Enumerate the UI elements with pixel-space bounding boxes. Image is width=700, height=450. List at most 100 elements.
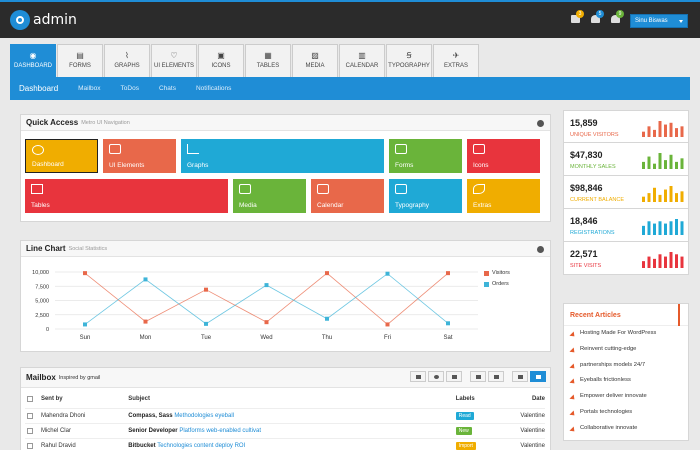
mail-row[interactable]: Rahul Dravid Bitbucket Technologies cont… — [25, 438, 545, 450]
logo[interactable]: admin — [10, 10, 77, 30]
mail-row[interactable]: Mahendra Dhoni Compass, Sass Methodologi… — [25, 408, 545, 422]
tile-dashboard[interactable]: Dashboard — [25, 139, 98, 173]
tab-icons[interactable]: ▣ ICONS — [198, 44, 244, 77]
gear-icon[interactable] — [537, 246, 544, 253]
legend-label: Visitors — [492, 270, 510, 276]
mail-subject: Bitbucket Technologies content deploy RO… — [128, 443, 455, 449]
tile-ui-elements[interactable]: UI Elements — [103, 139, 176, 173]
brand-name: admin — [33, 12, 77, 28]
line-chart-panel: Line Chart Social Statistics — [20, 240, 551, 352]
tab-ui-elements[interactable]: ♡ UI ELEMENTS — [151, 44, 197, 77]
select-all-checkbox[interactable] — [27, 396, 33, 402]
articles-title: Recent Articles — [564, 304, 688, 326]
row-checkbox[interactable] — [27, 412, 33, 419]
col-date[interactable]: Date — [531, 396, 545, 402]
spark-bar — [647, 156, 651, 169]
spark-bar — [642, 261, 645, 268]
row-checkbox[interactable] — [27, 427, 33, 434]
top-bar: admin 3 5 9 Sinu Biswas — [0, 0, 700, 38]
sparkline — [642, 186, 684, 202]
user-menu-button[interactable]: Sinu Biswas — [630, 14, 688, 28]
tile-label: Calendar — [317, 202, 344, 209]
mailbox-subtitle: Inspired by gmail — [58, 374, 101, 381]
article-link[interactable]: Reinvent cutting-edge — [564, 342, 688, 358]
tile-icons[interactable]: Icons — [467, 139, 540, 173]
gear-icon[interactable] — [537, 120, 544, 127]
col-subject[interactable]: Subject — [128, 396, 150, 402]
chart-legend: Visitors Orders — [484, 270, 510, 292]
spark-bar — [658, 254, 662, 268]
col-sent-by[interactable]: Sent by — [40, 396, 63, 402]
users-icon[interactable]: 5 — [590, 10, 604, 25]
subnav-dashboard[interactable]: Dashboard — [19, 84, 59, 93]
tab-media[interactable]: ▨ MEDIA — [292, 44, 338, 77]
tab-forms[interactable]: ▤ FORMS — [57, 44, 103, 77]
tab-typography[interactable]: Ꞩ TYPOGRAPHY — [386, 44, 432, 77]
spark-bar — [664, 223, 667, 235]
tab-dashboard[interactable]: ◉ DASHBOARD — [10, 44, 56, 77]
spark-bar — [658, 121, 662, 137]
subnav-notifications[interactable]: Notifications — [195, 85, 232, 92]
spark-bar — [642, 225, 645, 235]
tab-calendar[interactable]: ▥ CALENDAR — [339, 44, 385, 77]
spark-bar — [658, 221, 662, 235]
next-button[interactable] — [530, 371, 546, 382]
tile-media[interactable]: Media — [233, 179, 306, 213]
tag-icon — [494, 375, 499, 379]
stat-card: $47,830 MONTHLY SALES — [563, 143, 689, 176]
mail-sender: Rahul Dravid — [40, 442, 76, 449]
tile-forms[interactable]: Forms — [389, 139, 462, 173]
spark-bar — [647, 256, 651, 268]
tab-tables[interactable]: ▦ TABLES — [245, 44, 291, 77]
spark-bar — [675, 128, 678, 137]
tile-label: Icons — [473, 162, 489, 169]
panel-header: Quick Access Metro UI Navigation — [21, 115, 550, 131]
stat-card: 22,571 SITE VISITS — [563, 242, 689, 275]
mailbox-header-row: Sent by Subject Labels Date — [25, 392, 545, 406]
spark-bar — [642, 196, 645, 202]
media-icon — [239, 184, 251, 194]
subnav-chats[interactable]: Chats — [158, 85, 176, 92]
tab-extras[interactable]: ✈ EXTRAS — [433, 44, 479, 77]
info-button[interactable] — [428, 371, 444, 382]
subnav-mailbox[interactable]: Mailbox — [78, 85, 101, 92]
tile-typography[interactable]: Typography — [389, 179, 462, 213]
tile-graphs[interactable]: Graphs — [181, 139, 384, 173]
article-link[interactable]: Hosting Made For WordPress — [564, 326, 688, 342]
panel-header: Line Chart Social Statistics — [21, 241, 550, 257]
tab-label: ICONS — [211, 63, 231, 69]
stat-label: CURRENT BALANCE — [570, 197, 624, 203]
tag-button[interactable] — [488, 371, 504, 382]
tile-calendar[interactable]: Calendar — [311, 179, 384, 213]
article-link[interactable]: Eyeballs frictionless — [564, 373, 688, 389]
spark-bar — [664, 256, 667, 268]
label-badge: Import — [455, 441, 476, 450]
spark-bar — [653, 163, 656, 169]
subnav-todos[interactable]: ToDos — [120, 85, 139, 92]
tile-label: UI Elements — [109, 162, 145, 169]
label-badge: Read — [455, 411, 474, 420]
graphs-icon — [187, 144, 199, 154]
spark-bar — [664, 124, 667, 137]
users-badge: 5 — [596, 10, 604, 18]
tab-graphs[interactable]: ⌇ GRAPHS — [104, 44, 150, 77]
tile-tables[interactable]: Tables — [25, 179, 228, 213]
article-link[interactable]: partnerships models 24/7 — [564, 358, 688, 374]
envelope-icon[interactable]: 3 — [570, 10, 584, 25]
calendar-icon — [317, 184, 329, 194]
tile-extras[interactable]: Extras — [467, 179, 540, 213]
article-link[interactable]: Portals technologies — [564, 405, 688, 421]
delete-button[interactable] — [446, 371, 462, 382]
folder-button[interactable] — [470, 371, 486, 382]
article-link[interactable]: Empower deliver innovate — [564, 389, 688, 405]
mail-label-cell: New — [455, 426, 511, 435]
bell-icon[interactable]: 9 — [610, 10, 624, 25]
article-link[interactable]: Collaborative innovate — [564, 421, 688, 437]
col-labels[interactable]: Labels — [455, 396, 475, 402]
prev-button[interactable] — [512, 371, 528, 382]
tile-label: Dashboard — [32, 161, 64, 168]
row-checkbox[interactable] — [27, 442, 33, 449]
mail-row[interactable]: Michel Clar Senior Developer Platforms w… — [25, 423, 545, 437]
reply-button[interactable] — [410, 371, 426, 382]
panel-subtitle: Metro UI Navigation — [81, 119, 130, 126]
